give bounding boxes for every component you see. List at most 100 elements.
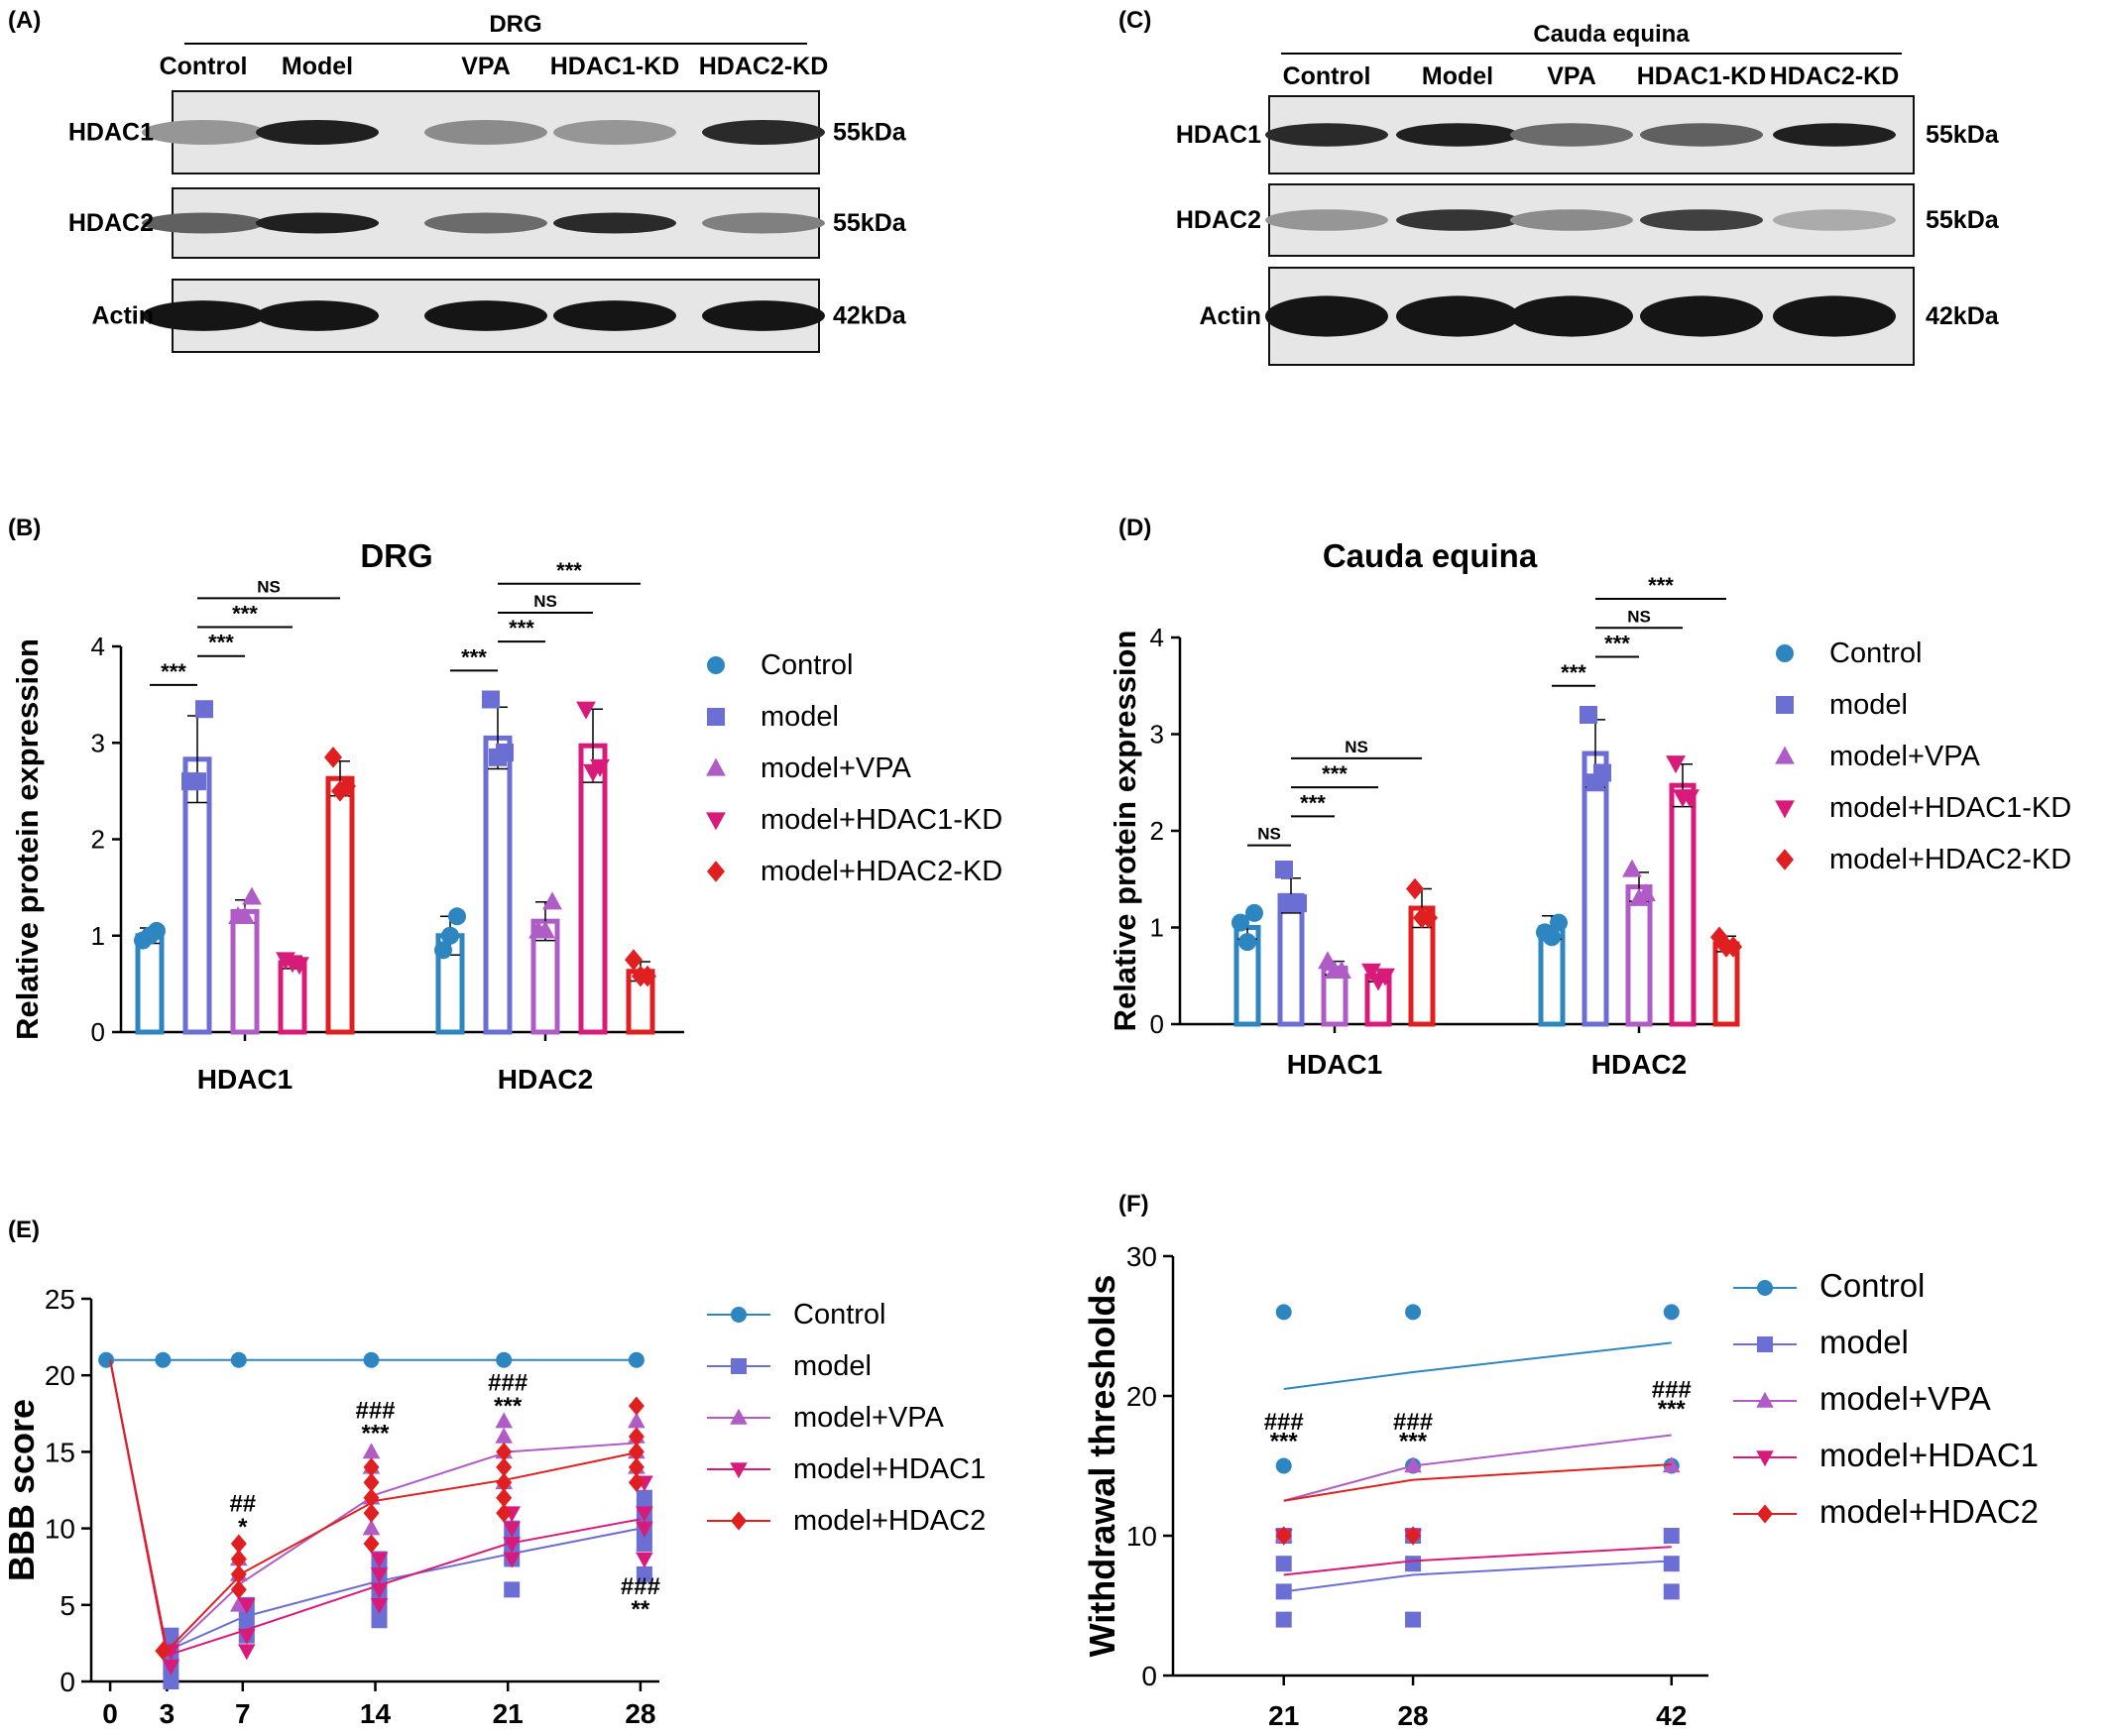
significance-label: ### (1264, 1409, 1304, 1436)
blot-band (1773, 209, 1896, 231)
data-point (155, 1641, 172, 1661)
blot-band (1773, 123, 1896, 147)
data-point (1368, 973, 1388, 991)
legend-label: Control (761, 649, 854, 681)
category-label: HDAC1 (197, 1064, 293, 1095)
chart-title: Cauda equina (1323, 537, 1538, 574)
y-tick-label: 20 (45, 1360, 75, 1391)
data-point (238, 1612, 255, 1629)
significance-label: *** (232, 602, 258, 627)
significance-label: ### (621, 1573, 660, 1600)
data-point (162, 1659, 180, 1676)
data-point (324, 747, 342, 768)
legend-label: model (793, 1350, 872, 1382)
data-point (230, 1579, 247, 1599)
bar (483, 735, 513, 1035)
data-point (1413, 906, 1431, 929)
bar (578, 743, 608, 1035)
data-point (1361, 963, 1381, 982)
data-point (1325, 961, 1345, 980)
data-point (1580, 706, 1597, 724)
data-point (535, 920, 555, 939)
data-point (503, 1552, 521, 1568)
data-point (363, 1488, 380, 1508)
data-point (1238, 933, 1256, 952)
data-point (331, 780, 349, 802)
data-point (242, 886, 262, 905)
significance-label: *** (1399, 1429, 1428, 1455)
data-point (363, 1351, 380, 1368)
data-point (1405, 1611, 1422, 1628)
panel-label: (B) (8, 515, 41, 541)
blot-band (702, 212, 825, 234)
y-tick-label: 10 (1126, 1521, 1157, 1552)
lane-label: Model (282, 53, 353, 80)
blot-band (1265, 295, 1388, 337)
significance-label: NS (257, 577, 281, 596)
data-point (230, 1549, 247, 1569)
legend-marker (731, 1307, 747, 1323)
category-label: HDAC1 (1287, 1049, 1382, 1080)
blot-band (142, 212, 265, 234)
data-point (1275, 861, 1293, 878)
line-chart-panel: (E) BBB score 0 5 10 15 20 25 0 3 7 14 21 28 Control mo… (1, 1216, 986, 1729)
data-point (448, 907, 466, 926)
legend-marker (1756, 1450, 1774, 1467)
blot-band (256, 120, 379, 145)
significance-label: *** (161, 659, 186, 684)
data-point (495, 1412, 513, 1429)
band-size-label: 55kDa (833, 119, 907, 147)
data-point (1663, 1556, 1680, 1572)
significance-label: *** (556, 558, 582, 583)
panel-label: (A) (8, 7, 41, 34)
significance-label: ### (1652, 1376, 1692, 1403)
data-point (636, 1552, 653, 1568)
blot-band (553, 300, 676, 331)
y-tick-label: 0 (1141, 1661, 1157, 1691)
y-tick-label: 0 (91, 1017, 105, 1047)
legend-marker (1757, 1280, 1773, 1296)
legend-marker (730, 1462, 748, 1479)
data-point (503, 1521, 521, 1538)
data-point (1622, 859, 1642, 877)
band-size-label: 42kDa (833, 302, 907, 330)
western-blot-panel: (A) DRG Control Model VPA HDAC1-KD HDAC2-KD HDA… (8, 7, 907, 353)
data-point (628, 1457, 645, 1477)
data-point (1717, 936, 1735, 958)
data-point (370, 1567, 389, 1584)
y-tick-label: 3 (91, 728, 105, 757)
data-point (628, 1396, 645, 1416)
y-tick-label: 30 (1126, 1241, 1157, 1272)
data-point (636, 1506, 653, 1523)
panel-label: (E) (8, 1216, 40, 1243)
significance-label: *** (208, 631, 234, 655)
data-point (363, 1457, 380, 1477)
lane-label: HDAC1-KD (1637, 62, 1767, 90)
data-point (230, 1595, 248, 1612)
data-point (195, 700, 213, 719)
bar (1625, 884, 1653, 1027)
significance-label: *** (361, 1421, 390, 1447)
legend-marker (730, 1408, 748, 1425)
blot-band (1265, 209, 1388, 231)
data-point (576, 701, 596, 720)
legend-marker (731, 1358, 747, 1374)
data-point (1275, 1583, 1292, 1600)
bar (1582, 751, 1609, 1027)
legend-marker (1757, 1336, 1773, 1352)
x-tick-label: 14 (360, 1698, 392, 1729)
legend-label: model+HDAC1-KD (1829, 792, 2071, 824)
blot-band (1640, 123, 1763, 147)
bar-chart-panel: (D) Cauda equina Relative protein expressi… (1108, 515, 2071, 1080)
data-point (434, 941, 452, 960)
x-tick-label: 21 (1268, 1700, 1299, 1731)
data-point (495, 1427, 513, 1444)
data-point (1710, 926, 1728, 949)
legend-label: model+HDAC2-KD (761, 856, 1002, 887)
band-size-label: 55kDa (1926, 206, 2000, 234)
legend-marker (1776, 696, 1794, 714)
data-point (230, 1534, 247, 1554)
data-point (636, 1489, 652, 1506)
protein-label: Actin (92, 302, 155, 330)
bar (1669, 782, 1697, 1027)
